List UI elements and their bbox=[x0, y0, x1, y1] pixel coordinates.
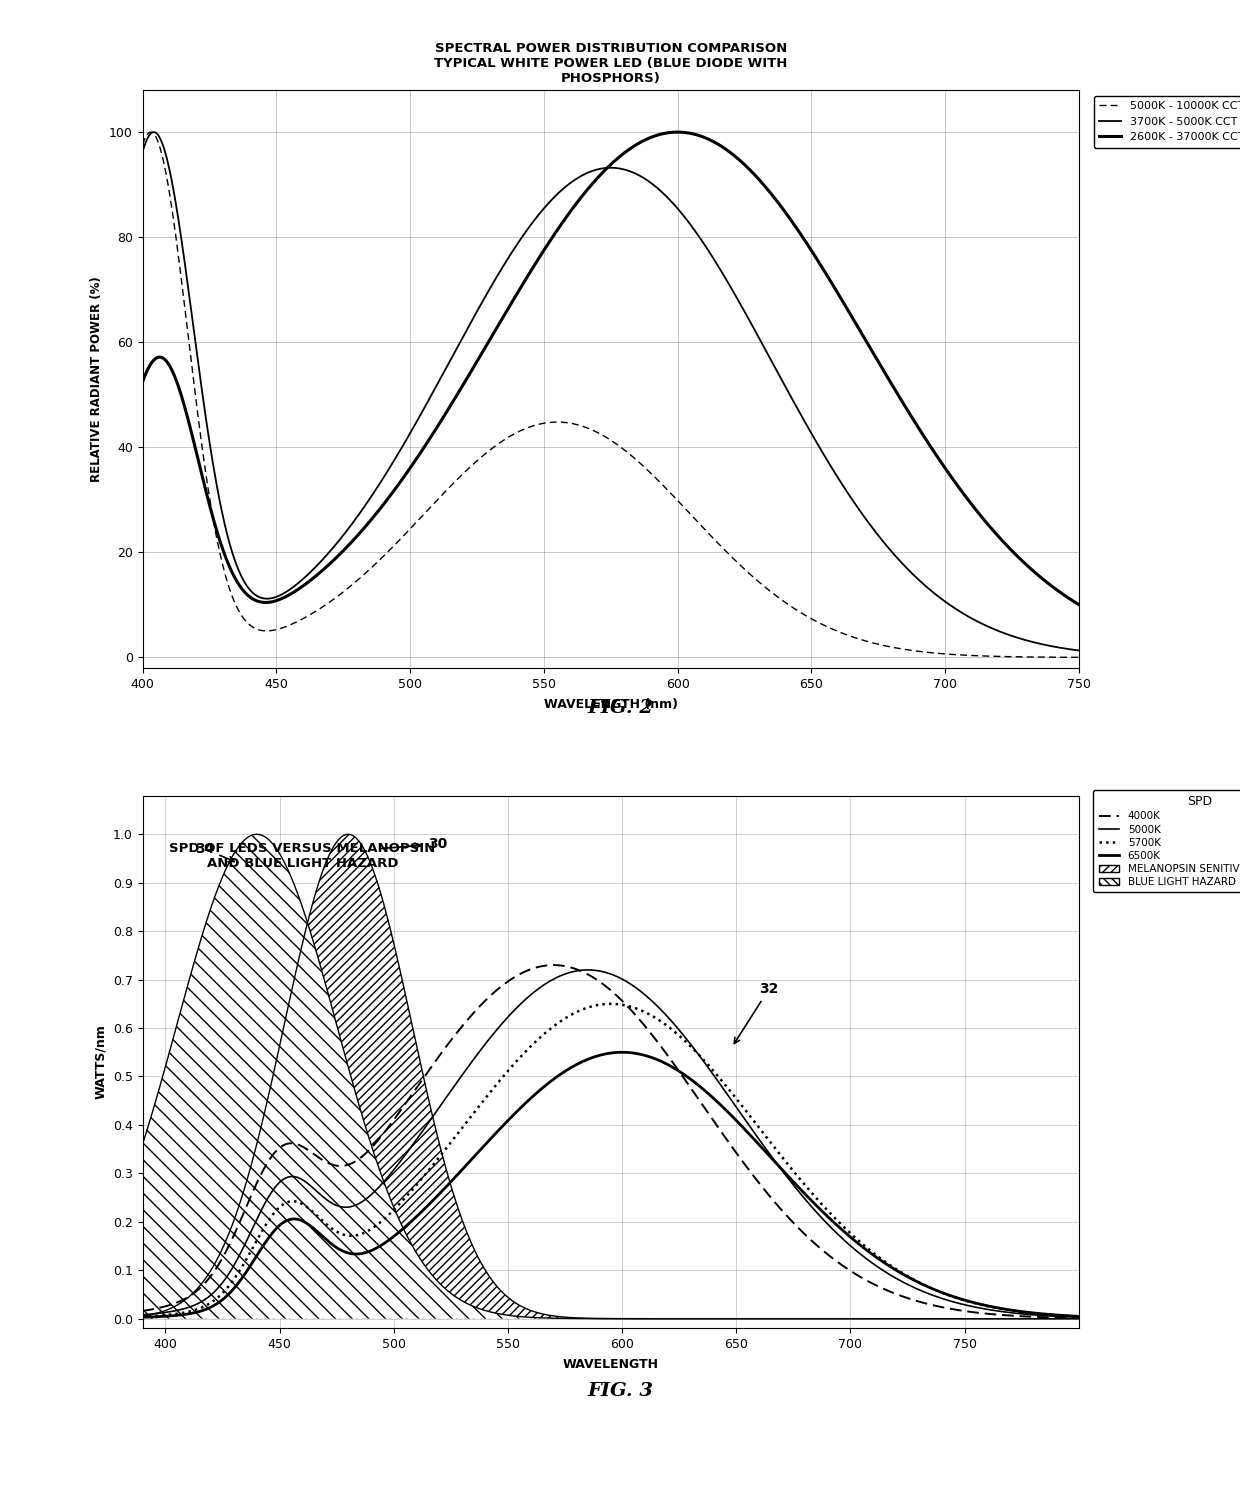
Legend: 5000K - 10000K CCT, 3700K - 5000K CCT, 2600K - 37000K CCT: 5000K - 10000K CCT, 3700K - 5000K CCT, 2… bbox=[1094, 96, 1240, 147]
4000K bbox=[888, 1285, 903, 1303]
6500K bbox=[1066, 1307, 1081, 1325]
3700K - 5000K CCT bbox=[108, 309, 123, 327]
Text: 34: 34 bbox=[195, 842, 234, 862]
5000K - 10000K CCT bbox=[930, 644, 945, 662]
Line: 4000K: 4000K bbox=[131, 965, 1101, 1318]
6500K bbox=[595, 1046, 610, 1064]
5000K - 10000K CCT bbox=[589, 423, 604, 441]
5000K bbox=[888, 1270, 903, 1288]
Text: FIG. 2: FIG. 2 bbox=[587, 699, 653, 717]
6500K bbox=[615, 1043, 630, 1061]
2600K - 37000K CCT bbox=[615, 146, 630, 164]
3700K - 5000K CCT bbox=[146, 123, 161, 141]
3700K - 5000K CCT bbox=[1122, 645, 1137, 663]
4000K bbox=[546, 956, 560, 974]
6500K bbox=[124, 1309, 139, 1327]
2600K - 37000K CCT bbox=[108, 479, 123, 497]
5700K bbox=[888, 1259, 903, 1277]
5700K bbox=[570, 1003, 585, 1021]
5000K - 10000K CCT bbox=[108, 308, 123, 326]
4000K bbox=[1094, 1309, 1109, 1327]
2600K - 37000K CCT bbox=[930, 449, 945, 467]
Y-axis label: WATTS/nm: WATTS/nm bbox=[94, 1025, 108, 1099]
4000K bbox=[124, 1303, 139, 1321]
5000K - 10000K CCT bbox=[1152, 648, 1167, 666]
Line: 6500K: 6500K bbox=[131, 1052, 1101, 1318]
5000K bbox=[124, 1306, 139, 1324]
3700K - 5000K CCT bbox=[1121, 645, 1136, 663]
5700K bbox=[1094, 1309, 1109, 1327]
Text: 32: 32 bbox=[734, 982, 779, 1043]
4000K bbox=[570, 961, 585, 979]
2600K - 37000K CCT bbox=[588, 171, 603, 189]
4000K bbox=[174, 1292, 188, 1310]
Text: 30: 30 bbox=[381, 838, 448, 851]
5700K bbox=[1066, 1307, 1081, 1325]
3700K - 5000K CCT bbox=[589, 161, 604, 179]
2600K - 37000K CCT bbox=[670, 123, 684, 141]
2600K - 37000K CCT bbox=[1152, 629, 1167, 647]
Y-axis label: RELATIVE RADIANT POWER (%): RELATIVE RADIANT POWER (%) bbox=[91, 276, 103, 482]
5000K bbox=[1066, 1307, 1081, 1325]
3700K - 5000K CCT bbox=[162, 161, 177, 179]
2600K - 37000K CCT bbox=[161, 356, 176, 374]
5000K - 10000K CCT bbox=[144, 123, 159, 141]
6500K bbox=[888, 1261, 903, 1279]
2600K - 37000K CCT bbox=[1122, 620, 1137, 638]
4000K bbox=[596, 976, 611, 994]
3700K - 5000K CCT bbox=[930, 587, 945, 605]
Legend: 4000K, 5000K, 5700K, 6500K, MELANOPSIN SENITIVITY, BLUE LIGHT HAZARD SENSITIVITY: 4000K, 5000K, 5700K, 6500K, MELANOPSIN S… bbox=[1094, 790, 1240, 892]
5700K bbox=[124, 1307, 139, 1325]
Text: FIG. 3: FIG. 3 bbox=[587, 1382, 653, 1400]
Text: SPD OF LEDS VERSUS MELANOPSIN
AND BLUE LIGHT HAZARD: SPD OF LEDS VERSUS MELANOPSIN AND BLUE L… bbox=[170, 842, 435, 869]
Line: 3700K - 5000K CCT: 3700K - 5000K CCT bbox=[115, 132, 1159, 656]
5000K - 10000K CCT bbox=[616, 440, 631, 458]
5000K bbox=[580, 961, 595, 979]
Line: 5700K: 5700K bbox=[131, 1004, 1101, 1318]
Line: 5000K: 5000K bbox=[131, 970, 1101, 1318]
5700K bbox=[1066, 1307, 1081, 1325]
6500K bbox=[570, 1055, 585, 1073]
4000K bbox=[1066, 1309, 1081, 1327]
5000K bbox=[570, 962, 585, 980]
3700K - 5000K CCT bbox=[616, 161, 631, 179]
6500K bbox=[174, 1306, 188, 1324]
X-axis label: WAVELENGTH: WAVELENGTH bbox=[563, 1358, 658, 1370]
3700K - 5000K CCT bbox=[1152, 647, 1167, 665]
5700K bbox=[604, 995, 619, 1013]
5000K - 10000K CCT bbox=[1121, 648, 1136, 666]
5000K bbox=[596, 962, 611, 980]
5000K bbox=[174, 1300, 188, 1318]
5000K bbox=[1066, 1307, 1081, 1325]
2600K - 37000K CCT bbox=[1121, 620, 1136, 638]
5000K bbox=[1094, 1309, 1109, 1327]
Line: 2600K - 37000K CCT: 2600K - 37000K CCT bbox=[115, 132, 1159, 638]
Title: SPECTRAL POWER DISTRIBUTION COMPARISON
TYPICAL WHITE POWER LED (BLUE DIODE WITH
: SPECTRAL POWER DISTRIBUTION COMPARISON T… bbox=[434, 42, 787, 84]
Line: 5000K - 10000K CCT: 5000K - 10000K CCT bbox=[115, 132, 1159, 657]
5000K - 10000K CCT bbox=[162, 185, 177, 203]
5700K bbox=[174, 1304, 188, 1322]
6500K bbox=[1094, 1309, 1109, 1327]
6500K bbox=[1066, 1307, 1081, 1325]
5000K - 10000K CCT bbox=[1122, 648, 1137, 666]
5700K bbox=[595, 995, 610, 1013]
4000K bbox=[1066, 1309, 1081, 1327]
X-axis label: WAVELENGTH (nm): WAVELENGTH (nm) bbox=[543, 698, 678, 710]
